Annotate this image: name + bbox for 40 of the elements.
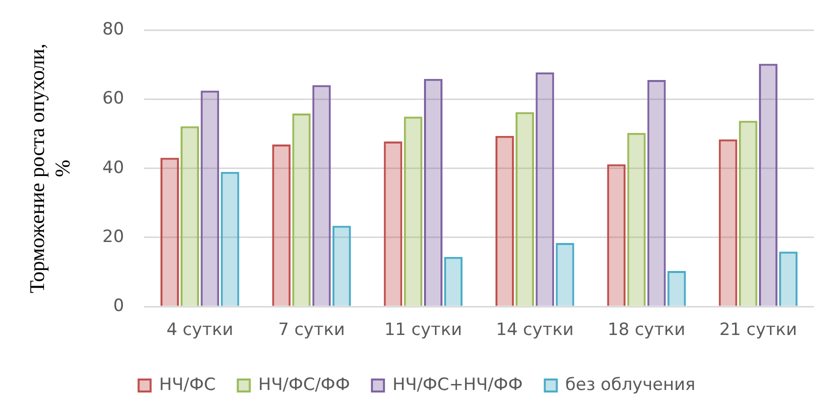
- bar: [758, 64, 778, 306]
- x-tick-label: 4 сутки: [166, 320, 234, 340]
- bar: [536, 72, 554, 306]
- bar: [556, 243, 574, 306]
- legend-label: без облучения: [565, 374, 696, 395]
- x-tick-label: 7 сутки: [278, 320, 345, 340]
- bar: [180, 126, 200, 306]
- bar: [607, 164, 626, 306]
- y-tick-label: 40: [102, 158, 124, 178]
- bar: [292, 113, 311, 306]
- bar: [738, 120, 758, 306]
- x-tick-label: 11 сутки: [384, 320, 462, 340]
- bar: [160, 158, 179, 306]
- bar: [220, 172, 240, 306]
- bar: [647, 80, 666, 306]
- x-tick-label: 21 сутки: [719, 320, 798, 340]
- legend-label: НЧ/ФС+НЧ/ФФ: [392, 374, 523, 395]
- bar: [312, 85, 331, 306]
- x-tick-label: 18 сутки: [608, 320, 686, 340]
- legend-label: НЧ/ФС/ФФ: [258, 374, 350, 395]
- y-tick-label: 60: [102, 88, 124, 109]
- legend-label: НЧ/ФС: [159, 374, 216, 395]
- bar: [779, 252, 798, 306]
- x-tick-label: 14 сутки: [496, 320, 574, 340]
- y-tick-label: 20: [102, 226, 124, 247]
- y-tick-label: 80: [102, 20, 124, 40]
- bar: [516, 112, 534, 306]
- bar: [495, 136, 514, 306]
- bar: [272, 144, 291, 306]
- bar: [444, 256, 463, 306]
- y-axis-title: Торможение роста опухоли, %: [25, 44, 74, 294]
- bar: [404, 116, 422, 306]
- bar: [718, 139, 738, 306]
- bar: [667, 271, 686, 306]
- bar: [332, 226, 351, 306]
- y-tick-label: 0: [113, 296, 124, 316]
- bar: [627, 132, 646, 306]
- bar: [200, 90, 220, 306]
- bar: [384, 141, 402, 306]
- bar: [424, 78, 442, 306]
